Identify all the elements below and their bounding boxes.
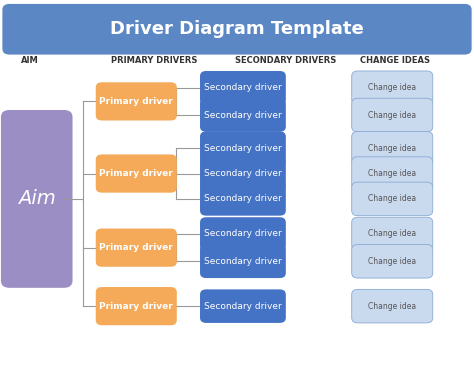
Text: Change idea: Change idea <box>368 301 416 311</box>
Text: Secondary driver: Secondary driver <box>204 110 282 120</box>
FancyBboxPatch shape <box>2 4 472 55</box>
Text: Primary driver: Primary driver <box>100 97 173 106</box>
FancyBboxPatch shape <box>200 217 286 251</box>
FancyBboxPatch shape <box>352 245 433 278</box>
Text: Secondary driver: Secondary driver <box>204 83 282 92</box>
FancyBboxPatch shape <box>352 217 433 251</box>
FancyBboxPatch shape <box>200 131 286 165</box>
FancyBboxPatch shape <box>200 182 286 216</box>
FancyBboxPatch shape <box>96 287 177 325</box>
Text: Secondary driver: Secondary driver <box>204 257 282 266</box>
FancyBboxPatch shape <box>1 110 73 288</box>
Text: Change idea: Change idea <box>368 83 416 92</box>
Text: PRIMARY DRIVERS: PRIMARY DRIVERS <box>111 56 198 65</box>
Text: Secondary driver: Secondary driver <box>204 144 282 153</box>
FancyBboxPatch shape <box>352 131 433 165</box>
Text: Secondary driver: Secondary driver <box>204 229 282 239</box>
FancyBboxPatch shape <box>96 229 177 267</box>
Text: SECONDARY DRIVERS: SECONDARY DRIVERS <box>235 56 336 65</box>
Text: Change idea: Change idea <box>368 229 416 239</box>
FancyBboxPatch shape <box>200 157 286 190</box>
Text: Primary driver: Primary driver <box>100 301 173 311</box>
FancyBboxPatch shape <box>200 98 286 132</box>
Text: Change idea: Change idea <box>368 257 416 266</box>
Text: Driver Diagram Template: Driver Diagram Template <box>110 20 364 38</box>
FancyBboxPatch shape <box>200 289 286 323</box>
Text: Secondary driver: Secondary driver <box>204 169 282 178</box>
Text: Secondary driver: Secondary driver <box>204 301 282 311</box>
FancyBboxPatch shape <box>96 154 177 193</box>
Text: Change idea: Change idea <box>368 169 416 178</box>
FancyBboxPatch shape <box>352 182 433 216</box>
FancyBboxPatch shape <box>352 98 433 132</box>
Text: Change idea: Change idea <box>368 144 416 153</box>
FancyBboxPatch shape <box>200 245 286 278</box>
FancyBboxPatch shape <box>352 289 433 323</box>
Text: AIM: AIM <box>21 56 39 65</box>
Text: Change idea: Change idea <box>368 110 416 120</box>
FancyBboxPatch shape <box>96 82 177 121</box>
Text: Primary driver: Primary driver <box>100 243 173 252</box>
FancyBboxPatch shape <box>352 157 433 190</box>
Text: Aim: Aim <box>18 190 55 208</box>
FancyBboxPatch shape <box>352 71 433 105</box>
Text: Primary driver: Primary driver <box>100 169 173 178</box>
FancyBboxPatch shape <box>200 71 286 105</box>
Text: CHANGE IDEAS: CHANGE IDEAS <box>360 56 430 65</box>
Text: Change idea: Change idea <box>368 194 416 204</box>
Text: Secondary driver: Secondary driver <box>204 194 282 204</box>
